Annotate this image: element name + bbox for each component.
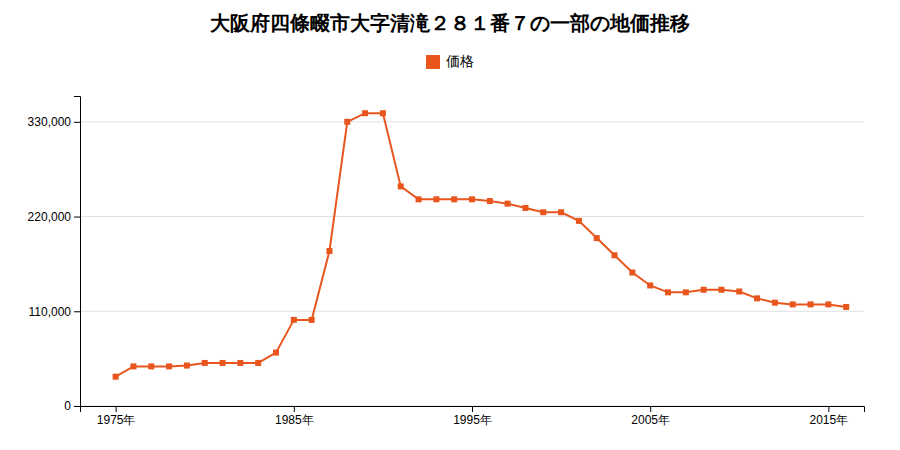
tick-label: 110,000 [29,305,72,319]
tick-label: 220,000 [28,210,72,224]
marker [558,209,564,215]
title: 大阪府四條畷市大字清滝２８１番７の一部の地価推移 [210,11,690,35]
x-tick: 1985年 [275,406,314,427]
grid-line [80,121,864,122]
marker [665,289,671,295]
marker [220,360,226,366]
marker [487,198,493,204]
line [116,113,847,377]
x-axis: 1975年 1985年 1995年 2005年 2015年 [81,406,865,427]
y-tick: 330,000 [28,115,80,129]
plot: 1975年 1985年 1995年 2005年 2015年 0 110,000 220,000… [28,97,865,427]
tick-mark [650,406,651,412]
marker [166,363,172,369]
marker [433,196,439,202]
legend: 価格 [426,53,474,69]
marker [736,288,742,294]
marker [825,301,831,307]
y-tick: 110,000 [29,305,81,319]
x-tick: 2005年 [631,406,670,427]
marker [772,300,778,306]
marker [309,317,315,323]
marker [683,289,689,295]
axis-line [81,407,865,413]
marker [808,301,814,307]
marker [148,363,154,369]
tick-mark [828,406,829,412]
tick-mark [472,406,473,412]
marker [701,287,707,293]
marker [362,110,368,116]
marker [380,110,386,116]
marker [790,301,796,307]
tick-label: 1995年 [453,413,492,427]
marker [237,360,243,366]
marker [130,363,136,369]
chart: 大阪府四條畷市大字清滝２８１番７の一部の地価推移 1975年 1985年 1995年 2… [0,0,900,450]
marker [113,374,119,380]
tick-mark [74,217,80,218]
tick-label: 2005年 [631,413,670,427]
x-tick: 1975年 [97,406,136,427]
marker [202,360,208,366]
tick-mark [74,311,80,312]
marks [113,110,850,380]
marker [718,287,724,293]
tick-mark [74,406,80,407]
legend-item: 価格 [426,53,474,69]
marker [398,183,404,189]
marker [505,201,511,207]
marker [344,119,350,125]
marker [326,248,332,254]
tick-mark [294,406,295,412]
tick-label: 1985年 [275,413,314,427]
marker [540,209,546,215]
marker [255,360,261,366]
legend-label: 価格 [446,53,474,69]
marker [184,363,190,369]
tick-label: 1975年 [97,413,136,427]
tick-label: 0 [64,399,71,413]
y-tick: 0 [64,399,80,413]
x-tick: 1995年 [453,406,492,427]
marker [612,252,618,258]
axis-line [74,97,81,407]
y-axis: 0 110,000 220,000 330,000 [28,97,81,414]
marker [594,235,600,241]
marker [469,196,475,202]
grid-line [80,311,864,312]
tick-mark [74,122,80,123]
marker [291,317,297,323]
tick-label: 2015年 [810,413,849,427]
grid-line [80,216,864,217]
marker [843,304,849,310]
x-tick: 2015年 [810,406,849,427]
marker [273,350,279,356]
tick-label: 330,000 [28,115,72,129]
legend-swatch [426,55,440,69]
marker [416,196,422,202]
marker [647,282,653,288]
marker [522,205,528,211]
tick-mark [116,406,117,412]
marker [754,295,760,301]
y-tick: 220,000 [28,210,80,224]
marker [576,218,582,224]
marker [629,270,635,276]
marker [451,196,457,202]
